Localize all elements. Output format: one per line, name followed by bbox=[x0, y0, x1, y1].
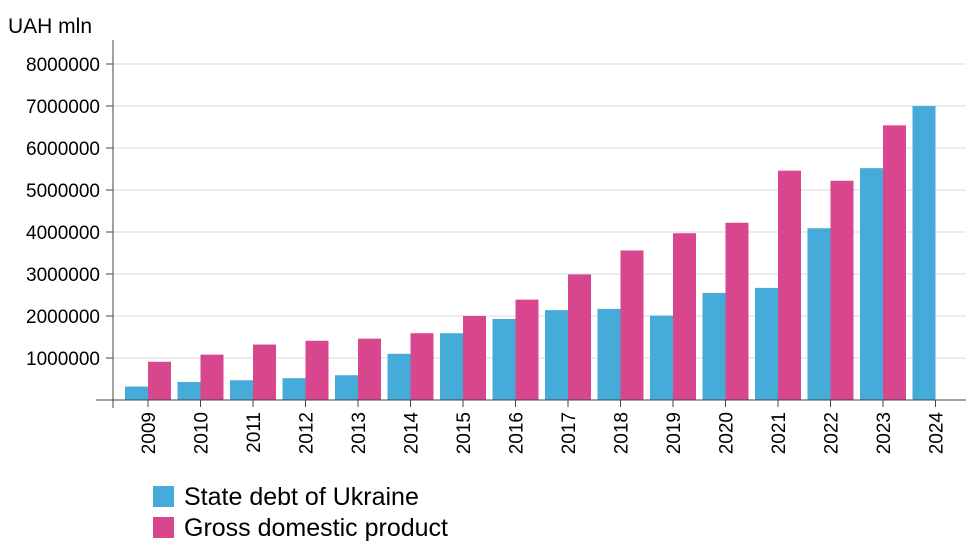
x-tick-label: 2012 bbox=[297, 412, 318, 454]
bar-gdp-2018 bbox=[620, 250, 644, 400]
bar-state-debt-2014 bbox=[387, 353, 411, 400]
bar-state-debt-2022 bbox=[807, 228, 831, 400]
y-tick-label: 2000000 bbox=[26, 307, 100, 328]
bar-gdp-2009 bbox=[148, 361, 171, 400]
bar-state-debt-2019 bbox=[650, 315, 673, 400]
bar-gdp-2010 bbox=[200, 354, 224, 400]
bar-gdp-2011 bbox=[253, 344, 276, 400]
x-tick-label: 2016 bbox=[507, 412, 528, 454]
y-tick-label: 7000000 bbox=[26, 97, 100, 118]
y-axis-unit-label: UAH mln bbox=[8, 15, 92, 38]
bar-state-debt-2017 bbox=[545, 310, 568, 400]
x-tick-label: 2022 bbox=[822, 412, 843, 454]
grid-lines bbox=[113, 63, 966, 359]
x-tick-label: 2023 bbox=[874, 412, 895, 454]
y-tick-label: 5000000 bbox=[26, 181, 100, 202]
bar-state-debt-2021 bbox=[755, 287, 778, 400]
bar-gdp-2023 bbox=[883, 125, 906, 400]
x-tick-label: 2010 bbox=[192, 412, 213, 454]
x-tick-label: 2019 bbox=[664, 412, 685, 454]
legend-label: State debt of Ukraine bbox=[184, 483, 419, 511]
y-tick-labels: 1000000 2000000 3000000 4000000 5000000 60000… bbox=[26, 55, 113, 370]
y-tick-label: 8000000 bbox=[26, 55, 100, 76]
bar-state-debt-2016 bbox=[492, 318, 516, 400]
bar-state-debt-2011 bbox=[230, 380, 253, 400]
bar-gdp-2016 bbox=[515, 299, 539, 400]
x-tick-label: 2024 bbox=[927, 412, 948, 455]
bar-state-debt-2013 bbox=[335, 375, 358, 400]
bar-state-debt-2010 bbox=[177, 381, 201, 400]
x-tick-label: 2018 bbox=[612, 412, 633, 454]
bar-gdp-2019 bbox=[673, 233, 696, 400]
bars bbox=[125, 106, 936, 400]
legend-swatch bbox=[153, 486, 174, 507]
x-tick-label: 2011 bbox=[244, 412, 265, 453]
x-tick-label: 2014 bbox=[402, 412, 423, 455]
x-tick-label: 2015 bbox=[454, 412, 475, 454]
x-tick-label: 2009 bbox=[139, 412, 160, 454]
x-tick-label: 2021 bbox=[769, 412, 790, 454]
axes bbox=[96, 40, 966, 408]
y-tick-label: 4000000 bbox=[26, 223, 100, 244]
bar-state-debt-2018 bbox=[597, 308, 621, 400]
y-tick-label: 6000000 bbox=[26, 139, 100, 160]
x-tick-labels: 2009 2010 2011 2012 2013 2014 2015 2016 2017 2018… bbox=[139, 400, 948, 454]
bar-gdp-2021 bbox=[778, 170, 801, 400]
bar-gdp-2015 bbox=[463, 316, 486, 400]
x-tick-label: 2017 bbox=[559, 412, 580, 454]
x-tick-label: 2020 bbox=[717, 412, 738, 454]
bar-gdp-2014 bbox=[410, 333, 434, 400]
legend-label: Gross domestic product bbox=[184, 514, 448, 542]
bar-gdp-2012 bbox=[305, 340, 329, 400]
legend: State debt of Ukraine Gross domestic prod… bbox=[153, 483, 448, 542]
bar-state-debt-2015 bbox=[440, 333, 463, 400]
bar-state-debt-2024 bbox=[912, 106, 936, 400]
bar-state-debt-2020 bbox=[702, 292, 726, 400]
bar-gdp-2022 bbox=[830, 180, 854, 400]
y-tick-label: 1000000 bbox=[26, 349, 100, 370]
y-tick-label: 3000000 bbox=[26, 265, 100, 286]
bar-gdp-2017 bbox=[568, 274, 591, 400]
bar-gdp-2020 bbox=[725, 222, 749, 400]
bar-gdp-2013 bbox=[358, 338, 381, 400]
bar-state-debt-2012 bbox=[282, 378, 306, 400]
bar-state-debt-2023 bbox=[860, 168, 883, 400]
x-tick-label: 2013 bbox=[349, 412, 370, 454]
bar-state-debt-2009 bbox=[125, 386, 148, 400]
legend-swatch bbox=[153, 517, 174, 538]
